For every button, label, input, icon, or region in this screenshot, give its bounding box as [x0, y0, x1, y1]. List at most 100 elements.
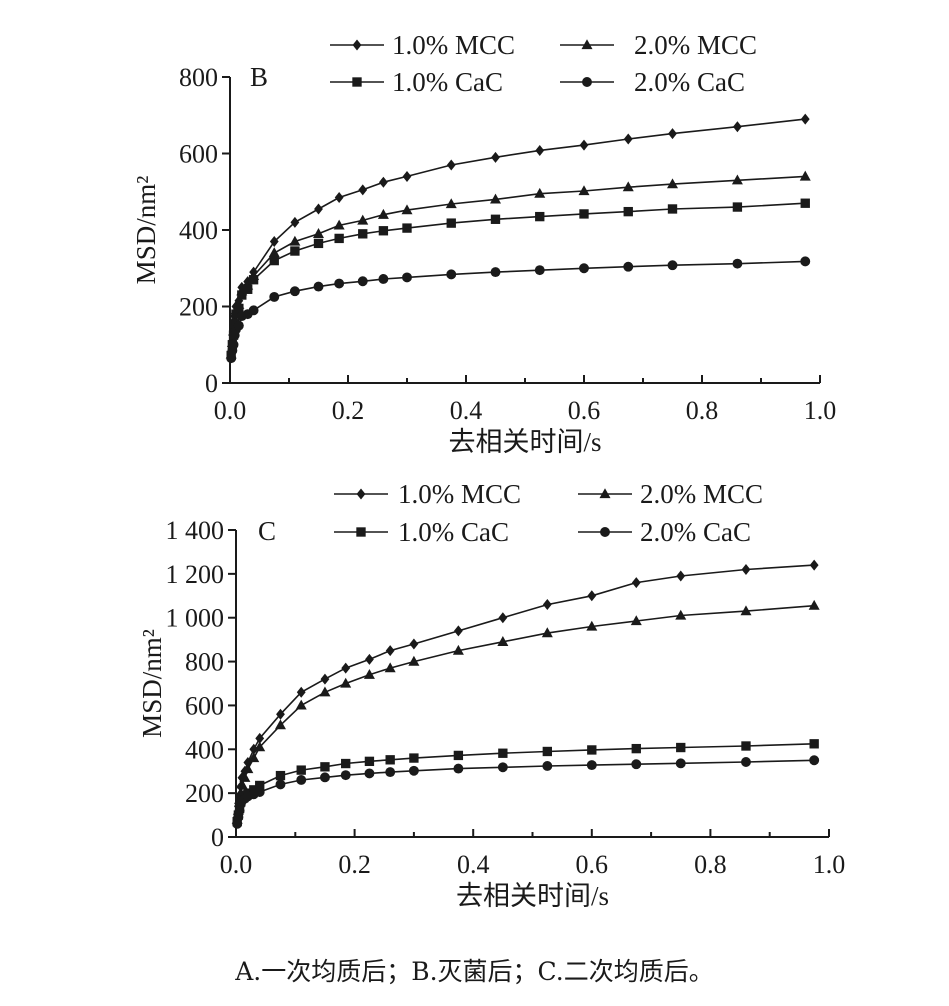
legend-marker — [582, 77, 592, 87]
x-tick-label: 0.0 — [214, 396, 247, 425]
legend-label: 1.0% CaC — [398, 517, 509, 547]
data-point — [408, 765, 419, 776]
data-point — [364, 756, 375, 767]
data-point — [276, 708, 285, 720]
data-point — [452, 644, 464, 655]
data-point — [377, 208, 389, 219]
data-point — [740, 605, 752, 616]
data-point — [269, 255, 279, 266]
panel-label: B — [250, 62, 268, 92]
data-point — [446, 218, 456, 228]
data-point — [289, 235, 301, 246]
data-point — [732, 258, 743, 269]
y-tick-label: 0 — [205, 369, 218, 398]
y-tick-label: 800 — [185, 648, 224, 677]
y-tick-label: 400 — [179, 216, 218, 245]
data-point — [341, 758, 351, 769]
data-point — [808, 599, 820, 610]
legend-label: 2.0% MCC — [634, 30, 757, 60]
data-point — [334, 233, 344, 244]
data-point — [290, 216, 300, 228]
legend-entry: 1.0% MCC — [330, 30, 515, 60]
x-tick-label: 0.8 — [694, 850, 727, 879]
data-point — [675, 609, 687, 620]
legend-marker — [581, 39, 593, 50]
data-point — [357, 214, 369, 225]
data-point — [319, 686, 331, 697]
data-point — [741, 741, 751, 751]
legend-label: 1.0% MCC — [398, 479, 521, 509]
data-point — [453, 763, 464, 774]
data-point — [378, 274, 389, 284]
data-point — [313, 238, 324, 249]
data-point — [248, 275, 259, 285]
data-point — [313, 228, 324, 238]
data-point — [732, 202, 743, 212]
data-point — [275, 770, 286, 781]
data-point — [242, 763, 254, 774]
figure-caption: A.一次均质后；B.灭菌后；C.二次均质后。 — [235, 957, 714, 986]
series-2-0-cac — [232, 755, 820, 829]
data-point — [290, 246, 300, 256]
data-point — [741, 563, 751, 575]
data-point — [453, 625, 463, 637]
data-point — [587, 590, 597, 602]
x-tick-label: 0.6 — [576, 850, 609, 879]
data-point — [234, 303, 244, 314]
data-point — [268, 247, 280, 258]
data-point — [497, 636, 509, 646]
data-point — [579, 139, 589, 151]
data-point — [341, 662, 351, 674]
legend-label: 2.0% MCC — [640, 479, 763, 509]
data-point — [313, 281, 324, 292]
series-1-0-cac — [226, 198, 810, 361]
y-tick-label: 1 200 — [166, 560, 225, 589]
data-point — [249, 743, 259, 755]
data-point — [358, 229, 368, 239]
panel-label: C — [258, 516, 276, 546]
data-point — [379, 176, 388, 188]
data-point — [800, 113, 810, 125]
series-line — [230, 202, 806, 356]
legend-entry: 1.0% MCC — [334, 479, 521, 509]
data-point — [384, 662, 396, 673]
data-point — [490, 214, 501, 224]
data-point — [248, 752, 260, 763]
data-point — [401, 204, 413, 215]
data-point — [378, 226, 389, 236]
data-point — [402, 272, 412, 283]
data-point — [254, 741, 266, 752]
data-point — [741, 757, 751, 767]
legend-marker — [352, 39, 362, 51]
legend-label: 2.0% CaC — [634, 67, 745, 97]
data-point — [340, 677, 352, 688]
data-point — [586, 760, 597, 771]
y-tick-label: 400 — [185, 735, 224, 764]
legend-entry: 2.0% MCC — [560, 30, 757, 60]
y-tick-label: 1 400 — [166, 516, 225, 545]
data-point — [541, 627, 553, 638]
data-point — [498, 612, 508, 624]
series-line — [230, 260, 806, 359]
data-point — [800, 256, 811, 267]
data-point — [236, 778, 248, 789]
data-point — [631, 743, 641, 754]
data-point — [296, 765, 306, 775]
y-tick-label: 600 — [185, 691, 224, 720]
legend-entry: 1.0% CaC — [330, 67, 503, 97]
data-point — [631, 577, 641, 589]
data-point — [320, 673, 330, 685]
data-point — [295, 699, 307, 710]
data-point — [631, 759, 642, 770]
data-point — [622, 181, 634, 192]
data-point — [289, 286, 300, 297]
data-point — [243, 284, 253, 294]
data-point — [490, 267, 501, 278]
legend-entry: 2.0% MCC — [578, 479, 763, 509]
data-point — [409, 753, 419, 763]
data-point — [296, 686, 306, 698]
data-point — [358, 184, 368, 196]
data-point — [385, 755, 395, 765]
data-point — [586, 620, 598, 631]
